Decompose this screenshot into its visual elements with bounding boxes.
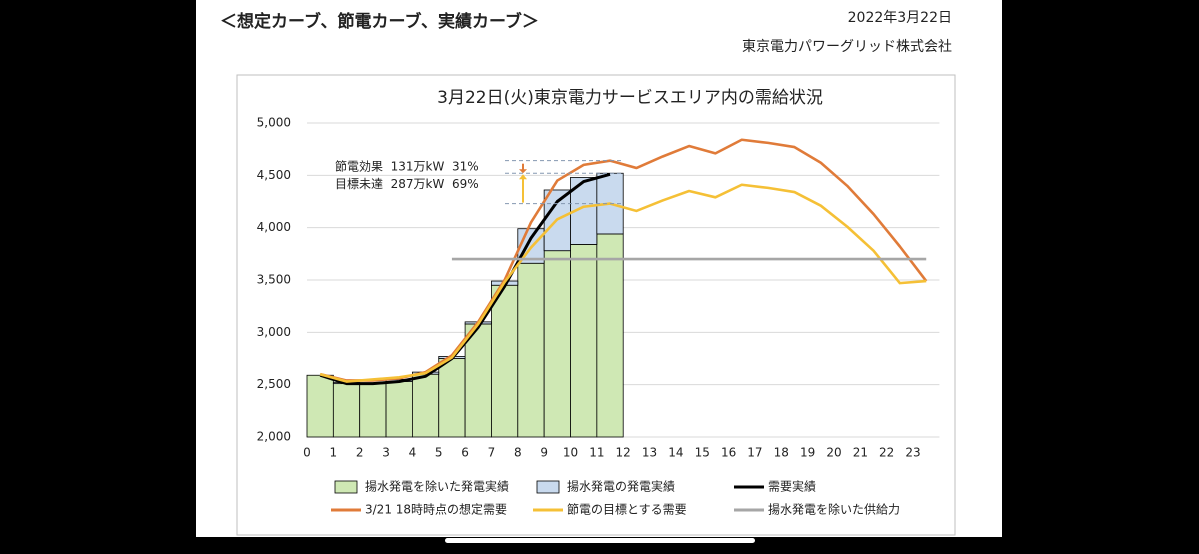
y-tick-label: 2,000 (257, 430, 291, 444)
doc-company: 東京電力パワーグリッド株式会社 (742, 39, 952, 55)
home-indicator (445, 538, 755, 543)
doc-date: 2022年3月22日 (848, 10, 952, 26)
arrow-head (519, 169, 527, 174)
x-tick-label: 20 (826, 446, 841, 460)
y-tick-label: 4,500 (257, 168, 291, 182)
x-tick-label: 3 (382, 446, 390, 460)
y-tick-label: 5,000 (257, 116, 291, 130)
bar (596, 233, 624, 438)
x-tick-label: 13 (642, 446, 657, 460)
legend-swatch (536, 480, 560, 494)
x-tick-label: 1 (330, 446, 338, 460)
line (319, 183, 927, 383)
legend-label: 節電の目標とする需要 (567, 502, 687, 517)
x-tick-label: 16 (721, 446, 736, 460)
x-tick-label: 22 (879, 446, 894, 460)
x-tick-label: 5 (435, 446, 443, 460)
arrow-head (519, 174, 527, 180)
bar (385, 381, 413, 438)
x-tick-label: 15 (695, 446, 710, 460)
bar (517, 262, 545, 438)
x-tick-label: 21 (853, 446, 868, 460)
x-tick-label: 2 (356, 446, 364, 460)
x-tick-label: 9 (540, 446, 548, 460)
doc-title: ＜想定カーブ、節電カーブ、実績カーブ＞ (220, 11, 539, 32)
x-tick-label: 18 (774, 446, 789, 460)
x-tick-label: 19 (800, 446, 815, 460)
x-tick-label: 4 (409, 446, 417, 460)
x-tick-label: 14 (668, 446, 683, 460)
y-tick-label: 3,000 (257, 325, 291, 339)
chart-title: 3月22日(火)東京電力サービスエリア内の需給状況 (437, 88, 823, 108)
x-tick-label: 10 (563, 446, 578, 460)
y-tick-label: 4,000 (257, 220, 291, 234)
legend-label: 揚水発電を除いた発電実績 (365, 479, 509, 494)
x-tick-label: 6 (461, 446, 469, 460)
bar (306, 374, 334, 438)
bar (491, 284, 519, 438)
bar (332, 383, 361, 438)
x-tick-label: 17 (747, 446, 762, 460)
x-tick-label: 0 (303, 446, 311, 460)
bar (543, 250, 571, 438)
bar (438, 358, 466, 438)
annotation: 目標未達 287万kW 69% (335, 177, 479, 191)
legend-label: 3/21 18時時点の想定需要 (365, 502, 507, 517)
bar (411, 373, 440, 438)
y-tick-label: 2,500 (257, 377, 291, 391)
x-tick-label: 23 (905, 446, 920, 460)
bar (570, 244, 598, 438)
annotation: 節電効果 131万kW 31% (335, 158, 479, 173)
legend-label: 需要実績 (768, 479, 816, 494)
legend-label: 揚水発電を除いた供給力 (768, 502, 900, 517)
x-tick-label: 7 (488, 446, 496, 460)
x-tick-label: 12 (616, 446, 631, 460)
bar (464, 323, 492, 438)
bar (359, 383, 387, 438)
x-tick-label: 11 (589, 446, 604, 460)
y-tick-label: 3,500 (257, 273, 291, 287)
legend-swatch (334, 480, 358, 494)
legend-label: 揚水発電の発電実績 (567, 479, 675, 494)
x-tick-label: 8 (514, 446, 522, 460)
